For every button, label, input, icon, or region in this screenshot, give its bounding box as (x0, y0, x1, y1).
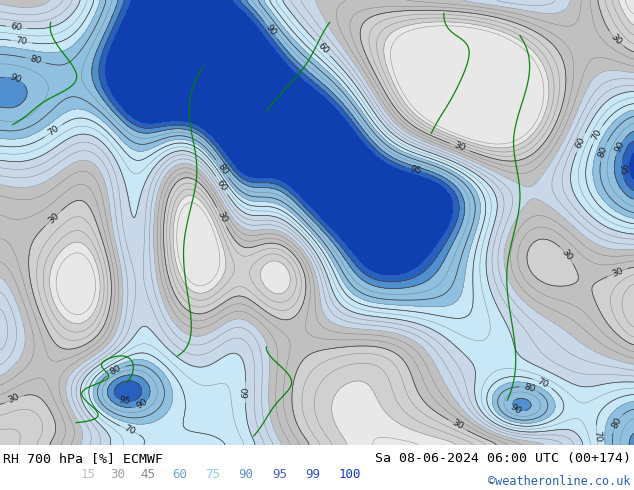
Text: 30: 30 (110, 468, 126, 482)
Text: 80: 80 (610, 416, 623, 430)
Text: 75: 75 (205, 468, 221, 482)
Text: Sa 08-06-2024 06:00 UTC (00+174): Sa 08-06-2024 06:00 UTC (00+174) (375, 452, 631, 465)
Text: 80: 80 (597, 145, 609, 158)
Text: 95: 95 (617, 163, 627, 175)
Text: 90: 90 (8, 73, 22, 85)
Text: 80: 80 (523, 383, 536, 394)
Text: 30: 30 (611, 266, 624, 279)
Text: 30: 30 (453, 141, 467, 153)
Text: 95: 95 (273, 468, 287, 482)
Text: 60: 60 (172, 468, 188, 482)
Text: 30: 30 (7, 392, 21, 405)
Text: 60: 60 (574, 136, 587, 150)
Text: 30: 30 (609, 32, 623, 47)
Text: 45: 45 (141, 468, 155, 482)
Text: 90: 90 (264, 23, 278, 38)
Text: 70: 70 (592, 430, 602, 442)
Text: 90: 90 (238, 468, 254, 482)
Text: 15: 15 (81, 468, 96, 482)
Text: ©weatheronline.co.uk: ©weatheronline.co.uk (489, 475, 631, 489)
Text: 95: 95 (118, 395, 131, 407)
Text: 90: 90 (613, 140, 626, 154)
Text: 70: 70 (122, 424, 137, 437)
Text: 60: 60 (215, 178, 229, 193)
Text: 95: 95 (409, 164, 422, 176)
Text: 30: 30 (46, 211, 61, 225)
Text: 30: 30 (560, 247, 574, 262)
Text: 90: 90 (508, 402, 523, 416)
Text: 60: 60 (316, 41, 330, 55)
Text: 99: 99 (306, 468, 321, 482)
Text: 70: 70 (590, 127, 604, 142)
Text: 60: 60 (241, 387, 250, 398)
Text: 70: 70 (15, 36, 28, 47)
Text: 90: 90 (135, 397, 149, 411)
Text: 30: 30 (450, 418, 465, 432)
Text: 70: 70 (46, 124, 61, 138)
Text: 70: 70 (535, 376, 550, 390)
Text: 80: 80 (29, 54, 42, 66)
Text: 80: 80 (216, 162, 230, 176)
Text: 60: 60 (10, 23, 23, 33)
Text: 30: 30 (215, 210, 228, 224)
Text: 100: 100 (339, 468, 361, 482)
Text: RH 700 hPa [%] ECMWF: RH 700 hPa [%] ECMWF (3, 452, 163, 465)
Text: 80: 80 (108, 364, 123, 377)
